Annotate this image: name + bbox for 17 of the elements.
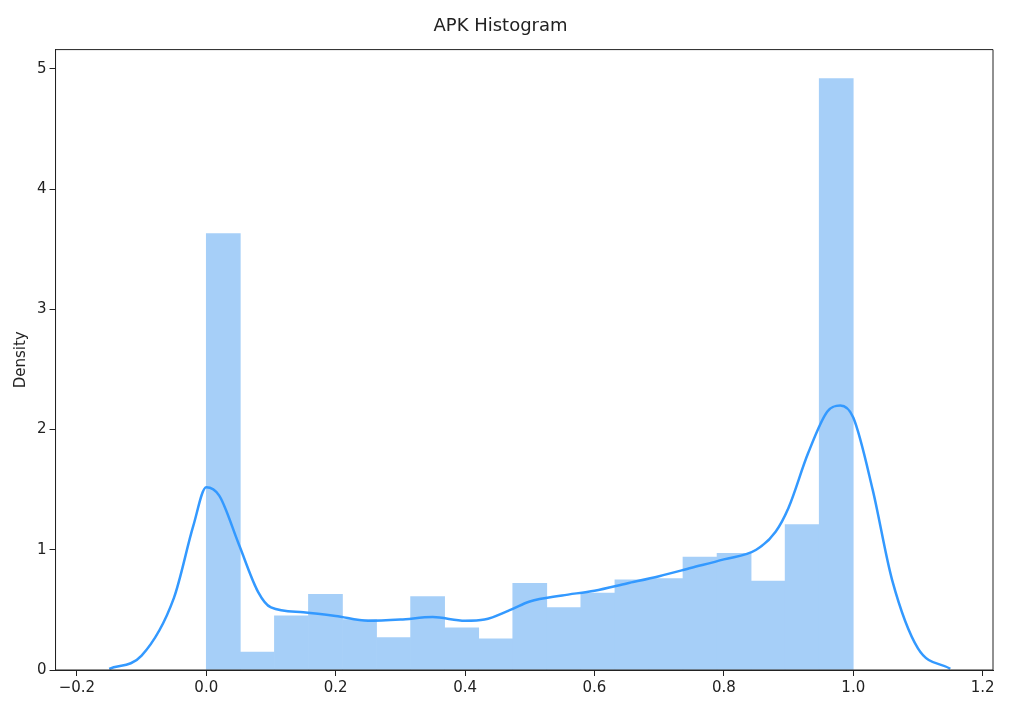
y-tick-label: 0: [37, 659, 47, 678]
y-axis-title: Density: [10, 331, 29, 389]
x-tick-label: 0.2: [323, 677, 348, 696]
x-tick-label: 0.6: [582, 677, 607, 696]
x-tick-label: −0.2: [58, 677, 96, 696]
x-tick-label: 1.2: [970, 677, 995, 696]
x-tick-label: 0.0: [194, 677, 219, 696]
y-tick-label: 2: [37, 419, 47, 438]
x-tick-label: 0.4: [453, 677, 477, 696]
x-tick-label: 0.8: [711, 677, 736, 696]
line-series: [107, 404, 952, 670]
y-tick-label: 3: [37, 299, 47, 318]
x-tick-label: 1.0: [841, 677, 866, 696]
y-tick-label: 5: [37, 58, 47, 77]
chart-title: APK Histogram: [433, 14, 568, 36]
y-tick-label: 4: [37, 178, 47, 197]
y-tick-label: 1: [37, 539, 47, 558]
